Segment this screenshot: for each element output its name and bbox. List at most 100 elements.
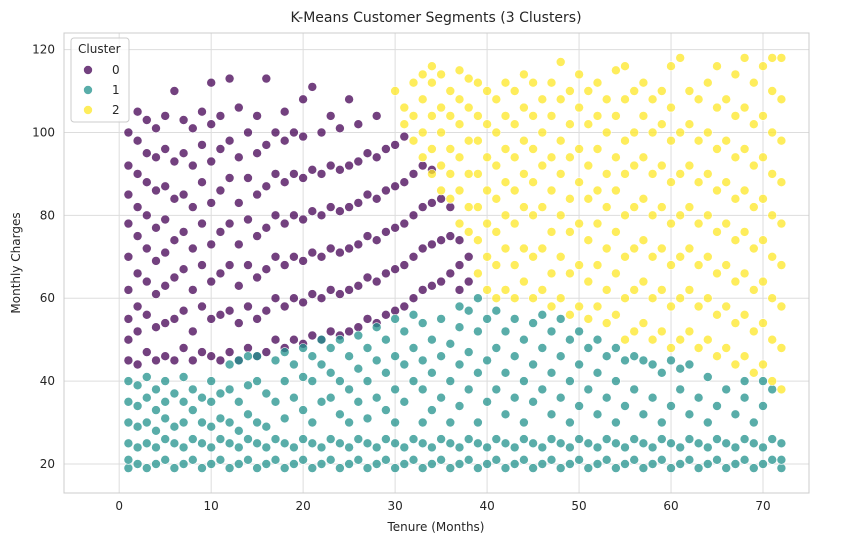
point-cluster-2 <box>656 160 667 171</box>
point-cluster-2 <box>436 185 446 196</box>
point-cluster-1 <box>445 338 456 349</box>
point-cluster-0 <box>325 326 336 337</box>
point-cluster-2 <box>684 202 695 212</box>
point-cluster-0 <box>132 301 143 312</box>
point-cluster-2 <box>436 69 446 80</box>
point-cluster-2 <box>620 334 630 345</box>
point-cluster-0 <box>224 73 235 84</box>
point-cluster-1 <box>224 438 235 449</box>
point-cluster-1 <box>417 318 428 328</box>
y-axis-label: Monthly Charges <box>9 212 23 313</box>
point-cluster-1 <box>675 363 686 374</box>
point-cluster-1 <box>123 376 134 386</box>
point-cluster-0 <box>160 214 170 225</box>
point-cluster-0 <box>123 314 134 324</box>
point-cluster-1 <box>325 367 336 378</box>
point-cluster-1 <box>647 442 658 453</box>
point-cluster-1 <box>519 454 529 465</box>
point-cluster-2 <box>712 61 722 71</box>
point-cluster-1 <box>270 396 281 407</box>
point-cluster-0 <box>169 235 180 245</box>
point-cluster-2 <box>482 218 492 229</box>
point-cluster-1 <box>555 463 566 473</box>
point-cluster-1 <box>500 463 511 473</box>
point-cluster-2 <box>776 260 787 270</box>
point-cluster-1 <box>565 376 575 386</box>
point-cluster-0 <box>178 189 189 200</box>
point-cluster-1 <box>390 351 400 362</box>
point-cluster-0 <box>142 243 152 254</box>
point-cluster-1 <box>399 442 410 453</box>
point-cluster-2 <box>482 86 492 96</box>
point-cluster-1 <box>215 434 226 444</box>
point-cluster-2 <box>555 293 566 304</box>
y-tick-label: 100 <box>32 125 55 139</box>
point-cluster-0 <box>132 359 143 370</box>
point-cluster-1 <box>408 343 419 353</box>
point-cluster-1 <box>142 392 152 403</box>
point-cluster-1 <box>390 438 400 449</box>
point-cluster-0 <box>399 177 410 187</box>
point-cluster-2 <box>482 185 492 196</box>
point-cluster-1 <box>436 392 446 403</box>
point-cluster-1 <box>473 438 483 449</box>
point-cluster-2 <box>647 210 658 221</box>
legend-marker-0 <box>83 65 93 75</box>
point-cluster-0 <box>399 260 410 270</box>
point-cluster-1 <box>362 413 373 424</box>
point-cluster-0 <box>224 135 235 146</box>
point-cluster-1 <box>160 396 170 407</box>
point-cluster-0 <box>381 227 391 237</box>
point-cluster-2 <box>666 177 676 187</box>
point-cluster-2 <box>519 102 529 113</box>
point-cluster-0 <box>325 285 336 295</box>
point-cluster-0 <box>206 119 216 129</box>
point-cluster-2 <box>620 61 630 71</box>
point-cluster-0 <box>132 106 143 117</box>
point-cluster-0 <box>371 276 382 287</box>
point-cluster-1 <box>151 405 161 415</box>
point-cluster-2 <box>546 111 557 121</box>
point-cluster-2 <box>758 235 768 245</box>
point-cluster-2 <box>565 119 575 129</box>
point-cluster-1 <box>307 438 318 449</box>
point-cluster-0 <box>206 239 216 250</box>
point-cluster-1 <box>463 434 474 444</box>
point-cluster-1 <box>234 355 244 366</box>
point-cluster-0 <box>160 181 170 192</box>
point-cluster-0 <box>188 355 198 366</box>
point-cluster-0 <box>454 285 465 295</box>
point-cluster-1 <box>381 434 391 444</box>
point-cluster-2 <box>620 251 630 262</box>
point-cluster-0 <box>390 305 400 316</box>
point-cluster-2 <box>675 53 686 63</box>
point-cluster-1 <box>261 388 272 399</box>
point-cluster-2 <box>647 334 658 345</box>
point-cluster-2 <box>693 94 704 105</box>
point-cluster-1 <box>592 459 603 469</box>
point-cluster-0 <box>169 272 180 283</box>
point-cluster-2 <box>436 160 446 171</box>
point-cluster-0 <box>289 127 299 138</box>
point-cluster-2 <box>675 251 686 262</box>
point-cluster-1 <box>371 442 382 453</box>
point-cluster-1 <box>261 459 272 469</box>
point-cluster-2 <box>739 309 750 320</box>
point-cluster-1 <box>528 359 538 370</box>
point-cluster-0 <box>151 355 161 366</box>
point-cluster-1 <box>289 459 299 469</box>
point-cluster-0 <box>307 330 318 341</box>
point-cluster-0 <box>289 210 299 221</box>
point-cluster-2 <box>730 69 741 80</box>
point-cluster-2 <box>482 119 492 129</box>
point-cluster-0 <box>362 314 373 324</box>
point-cluster-1 <box>178 417 189 428</box>
point-cluster-2 <box>611 185 621 196</box>
point-cluster-1 <box>445 463 456 473</box>
point-cluster-1 <box>620 442 630 453</box>
point-cluster-2 <box>767 210 778 221</box>
point-cluster-2 <box>776 301 787 312</box>
point-cluster-1 <box>666 355 676 366</box>
point-cluster-0 <box>399 301 410 312</box>
